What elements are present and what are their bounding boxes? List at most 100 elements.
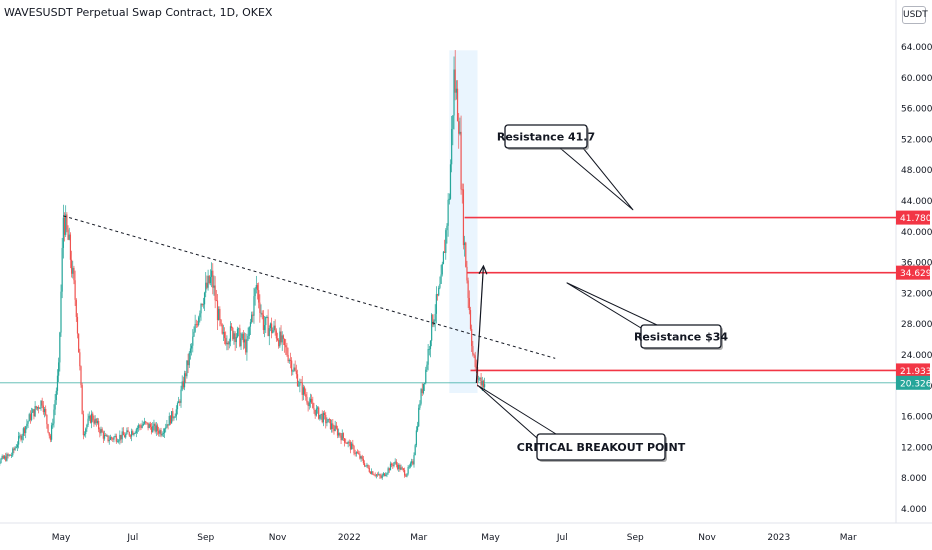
candle-body	[85, 428, 87, 434]
candle-body	[79, 352, 81, 367]
candle-body	[129, 435, 132, 437]
candle-body	[329, 419, 332, 430]
candle-body	[484, 384, 486, 388]
candle-body	[15, 447, 17, 449]
candle-body	[361, 456, 363, 459]
candle-body	[393, 462, 395, 466]
candle-body	[444, 251, 446, 253]
candle-body	[229, 326, 232, 342]
candle-body	[41, 400, 43, 406]
candle-body	[127, 430, 129, 433]
candle-body	[235, 336, 237, 343]
candle-body	[94, 418, 96, 424]
candle-body	[466, 266, 468, 281]
candle-body	[72, 267, 74, 274]
candle-body	[141, 424, 143, 428]
candle-body	[468, 297, 470, 311]
candle-body	[298, 385, 300, 387]
x-tick-label: May	[52, 533, 71, 543]
candle-body	[142, 423, 144, 425]
candle-body	[199, 313, 201, 318]
candle-body	[67, 229, 69, 240]
candle-body	[479, 377, 481, 379]
currency-button[interactable]: USDT	[902, 6, 928, 24]
candle-body	[163, 429, 166, 434]
candle-body	[403, 470, 406, 476]
candle-body	[10, 455, 13, 457]
candle-body	[92, 413, 94, 421]
candle-body	[35, 406, 37, 409]
candle-body	[148, 424, 150, 429]
candle-body	[173, 417, 175, 419]
candle-body	[474, 355, 476, 368]
callout-text: Resistance 41.7	[497, 131, 595, 144]
candle-body	[86, 424, 88, 429]
y-tick-label: 52.000	[901, 135, 932, 145]
candle-body	[81, 385, 83, 415]
callout-pointer	[559, 147, 634, 211]
candle-body	[9, 454, 12, 456]
candle-body	[119, 434, 121, 441]
candle-body	[473, 354, 475, 356]
candle-body	[354, 453, 356, 455]
candle-body	[283, 338, 286, 346]
y-tick-label: 48.000	[901, 166, 932, 176]
candle-body	[182, 381, 184, 388]
candle-body	[83, 433, 86, 436]
candle-body	[481, 380, 483, 386]
y-tick-label: 16.000	[901, 413, 932, 423]
candle-body	[336, 428, 339, 436]
candle-body	[438, 287, 440, 296]
candle-body	[73, 267, 75, 281]
candle-body	[205, 282, 207, 293]
candle-body	[365, 465, 367, 467]
candle-body	[26, 423, 28, 427]
candle-body	[294, 367, 296, 371]
candle-body	[456, 88, 459, 122]
candle-body	[469, 310, 472, 330]
candle-body	[161, 433, 163, 436]
candle-body	[301, 382, 303, 395]
candle-body	[356, 452, 359, 454]
candle-body	[478, 378, 480, 380]
candle-body	[320, 413, 322, 415]
candle-body	[372, 471, 374, 475]
candle-body	[347, 441, 349, 444]
candle-body	[458, 121, 460, 134]
candle-body	[138, 425, 140, 429]
candle-body	[33, 409, 35, 417]
candle-body	[186, 360, 188, 377]
candle-body	[27, 421, 29, 424]
candle-body	[475, 367, 477, 368]
candle-body	[299, 382, 301, 386]
candle-body	[52, 423, 54, 426]
candle-body	[300, 382, 302, 383]
candle-body	[101, 429, 103, 433]
callout-box	[504, 124, 588, 149]
x-tick-label: Jul	[126, 533, 138, 543]
candle-body	[442, 251, 445, 264]
candle-body	[152, 425, 154, 433]
candle-body	[93, 420, 95, 424]
candle-body	[112, 438, 114, 440]
candle-body	[70, 259, 73, 274]
candle-body	[292, 370, 294, 372]
candle-body	[316, 407, 319, 409]
candle-body	[135, 429, 137, 434]
candle-body	[464, 242, 466, 246]
candle-body	[195, 324, 197, 325]
x-tick-label: Sep	[627, 533, 644, 543]
candle-body	[123, 435, 126, 438]
y-tick-label: 44.000	[901, 197, 932, 207]
candle-body	[274, 325, 276, 331]
candle-body	[39, 408, 41, 410]
candle-body	[335, 425, 337, 429]
candle-body	[18, 435, 20, 445]
candle-body	[363, 463, 366, 467]
candle-body	[36, 406, 39, 409]
candle-body	[295, 370, 297, 375]
candle-body	[100, 429, 102, 434]
candle-body	[175, 409, 177, 417]
candle-body	[219, 308, 221, 320]
